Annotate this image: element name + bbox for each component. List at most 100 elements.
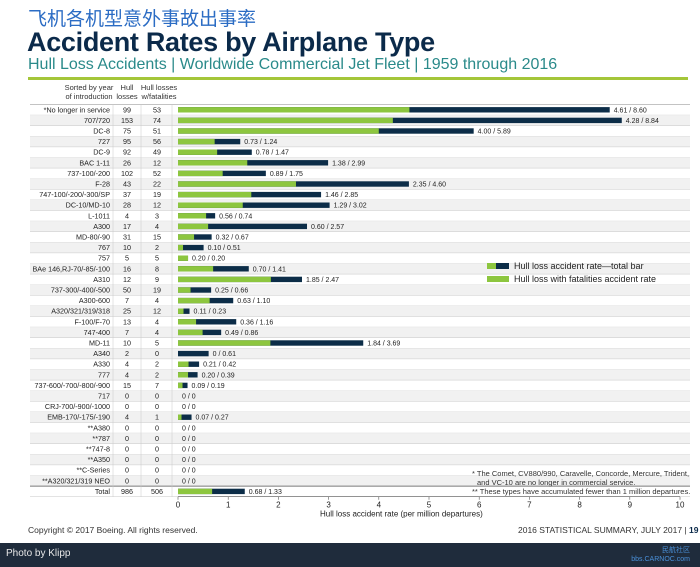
x-tick-label: 0 bbox=[176, 501, 181, 510]
total-rate-bar bbox=[178, 223, 308, 230]
rate-data-label: 0.32 / 0.67 bbox=[216, 235, 249, 242]
x-tick-label: 1 bbox=[226, 501, 231, 510]
hull-losses-value: 10 bbox=[123, 339, 131, 348]
x-tick-label: 2 bbox=[276, 501, 281, 510]
airplane-type-label: **A320/321/319 NEO bbox=[42, 476, 110, 485]
airplane-type-label: DC-8 bbox=[93, 127, 110, 136]
fatal-rate-bar bbox=[178, 160, 248, 166]
fatal-rate-bar bbox=[178, 276, 271, 283]
row-background bbox=[30, 221, 690, 232]
hull-losses-value: 99 bbox=[123, 105, 131, 114]
fatal-rate-bar bbox=[178, 319, 197, 325]
fatal-hull-losses-value: 51 bbox=[153, 127, 161, 136]
footnote-1: * The Comet, CV880/990, Caravelle, Conco… bbox=[472, 469, 690, 478]
fatal-rate-bar bbox=[178, 223, 209, 230]
col-header-fatal-losses: Hull losses w/fatalities bbox=[140, 83, 178, 101]
total-row-label: Total bbox=[95, 487, 111, 496]
row-background bbox=[30, 305, 690, 317]
row-background bbox=[30, 136, 690, 147]
airplane-type-label: MD-11 bbox=[89, 339, 110, 348]
row-background bbox=[30, 327, 690, 338]
fatal-hull-losses-value: 4 bbox=[155, 296, 159, 305]
rate-data-label: 0.63 / 1.10 bbox=[237, 298, 270, 305]
hull-losses-value: 0 bbox=[125, 445, 129, 454]
rate-data-label: 0 / 0 bbox=[182, 468, 196, 475]
fatal-hull-losses-value: 2 bbox=[155, 360, 159, 369]
fatal-hull-losses-value: 0 bbox=[155, 434, 159, 443]
fatal-rate-bar bbox=[178, 382, 183, 389]
rate-data-label: 0 / 0 bbox=[182, 394, 196, 401]
rate-data-label: 4.00 / 5.89 bbox=[478, 129, 511, 136]
hull-losses-value: 10 bbox=[123, 243, 131, 252]
photo-credit: Photo by Klipp bbox=[6, 548, 71, 559]
hull-losses-value: 7 bbox=[125, 328, 129, 337]
fatal-hull-losses-value: 5 bbox=[155, 254, 159, 263]
airplane-type-label: 757 bbox=[98, 254, 110, 263]
rate-data-label: 0 / 0.61 bbox=[213, 351, 236, 358]
col-header-hull-losses: Hull losses bbox=[116, 83, 138, 101]
total-rate-bar bbox=[178, 266, 249, 272]
total-rate-bar bbox=[178, 414, 192, 420]
rate-data-label: 0.36 / 1.16 bbox=[240, 319, 273, 326]
rate-data-label: 0.07 / 0.27 bbox=[196, 415, 229, 422]
fatal-rate-bar bbox=[178, 170, 223, 177]
fatal-rate-bar bbox=[178, 308, 184, 314]
airplane-type-label: **C-Series bbox=[76, 466, 110, 475]
hull-losses-value: 13 bbox=[123, 317, 131, 326]
fatal-rate-bar bbox=[178, 191, 252, 198]
row-background bbox=[30, 433, 690, 444]
legend-swatch-total-navy bbox=[496, 263, 509, 269]
airplane-type-label: **747-8 bbox=[86, 445, 110, 454]
airplane-type-label: A300-600 bbox=[79, 296, 110, 305]
airplane-type-label: MD-80/-90 bbox=[76, 233, 110, 242]
fatal-rate-bar bbox=[178, 202, 243, 208]
legend-swatch-total-green bbox=[487, 263, 496, 269]
fatal-rate-bar bbox=[178, 128, 379, 134]
hull-losses-value: 28 bbox=[123, 201, 131, 210]
rate-data-label: 0.25 / 0.66 bbox=[215, 288, 248, 295]
hull-losses-value: 102 bbox=[121, 169, 133, 178]
airplane-type-label: **A380 bbox=[88, 423, 110, 432]
legend-swatch-fatal bbox=[487, 276, 509, 282]
fatal-hull-losses-value: 2 bbox=[155, 370, 159, 379]
rate-data-label: 1.85 / 2.47 bbox=[306, 277, 339, 284]
total-rate-bar bbox=[178, 340, 364, 346]
fatal-rate-bar bbox=[178, 488, 213, 495]
hull-losses-value: 4 bbox=[125, 370, 129, 379]
airplane-type-label: A310 bbox=[93, 275, 110, 284]
x-tick-label: 4 bbox=[377, 501, 382, 510]
hull-losses-value: 0 bbox=[125, 466, 129, 475]
rate-data-label: 0.10 / 0.51 bbox=[208, 245, 241, 252]
hull-losses-value: 5 bbox=[125, 254, 129, 263]
fatal-hull-losses-value: 52 bbox=[153, 169, 161, 178]
fatal-hull-losses-value: 12 bbox=[153, 158, 161, 167]
fatal-hull-losses-value: 0 bbox=[155, 402, 159, 411]
airplane-type-label: BAC 1-11 bbox=[79, 158, 110, 167]
airplane-type-label: 747-100/-200/-300/SP bbox=[39, 190, 110, 199]
title-rule bbox=[28, 77, 688, 80]
fatal-hull-losses-value: 8 bbox=[155, 264, 159, 273]
report-summary: 2016 STATISTICAL SUMMARY, JULY 2017 | 19 bbox=[518, 525, 699, 535]
fatal-hull-losses-value: 0 bbox=[155, 392, 159, 401]
hull-losses-value: 43 bbox=[123, 180, 131, 189]
col-header-type: Sorted by year of introduction bbox=[64, 83, 114, 101]
total-rate-bar bbox=[178, 117, 622, 124]
x-axis-label: Hull loss accident rate (per million dep… bbox=[320, 510, 483, 519]
fatal-rate-bar bbox=[178, 149, 218, 155]
airplane-type-label: L-1011 bbox=[88, 211, 110, 220]
x-tick-label: 9 bbox=[628, 501, 633, 510]
fatal-rate-bar bbox=[178, 234, 195, 240]
fatal-hull-losses-value: 22 bbox=[153, 180, 161, 189]
fatal-hull-losses-value: 0 bbox=[155, 423, 159, 432]
row-background bbox=[30, 475, 690, 487]
x-tick-label: 5 bbox=[427, 501, 432, 510]
fatal-hull-losses-value: 53 bbox=[153, 105, 161, 114]
fatal-rate-bar bbox=[178, 329, 203, 336]
hull-losses-value: 7 bbox=[125, 296, 129, 305]
hull-losses-value: 15 bbox=[123, 381, 131, 390]
total-rate-bar bbox=[178, 234, 212, 240]
rate-data-label: 0.09 / 0.19 bbox=[192, 383, 225, 390]
fatal-hull-losses-value: 506 bbox=[151, 487, 163, 496]
rate-data-label: 0.21 / 0.42 bbox=[203, 362, 236, 369]
accident-rate-chart: *No longer in service 99 53 4.61 / 8.60707/… bbox=[30, 104, 690, 519]
